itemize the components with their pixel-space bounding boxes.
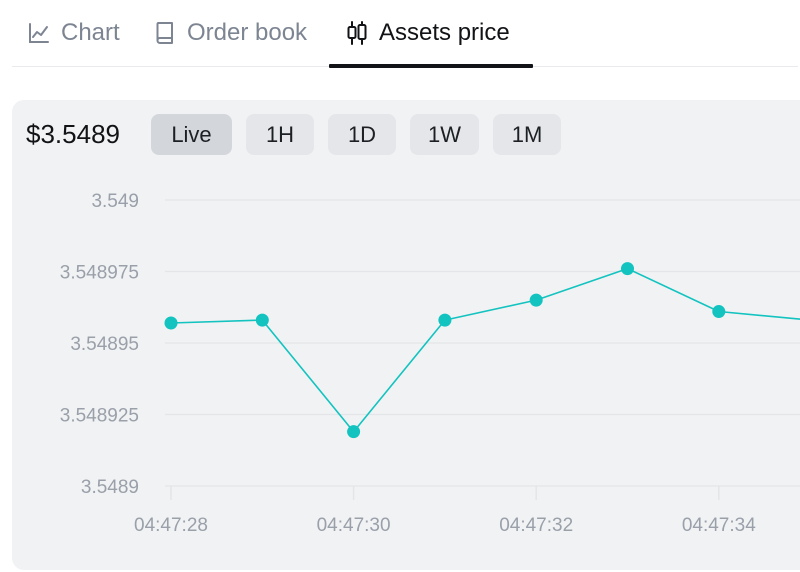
data-point[interactable] xyxy=(529,293,543,307)
tab-chart[interactable]: Chart xyxy=(27,0,139,66)
data-point[interactable] xyxy=(255,313,269,327)
range-1h-button[interactable]: 1H xyxy=(246,114,314,155)
current-price: $3.5489 xyxy=(26,119,120,149)
data-point[interactable] xyxy=(621,262,634,276)
tab-bar: Chart Order book Assets price xyxy=(12,0,798,68)
data-point[interactable] xyxy=(438,313,452,327)
y-tick-label: 3.5489 xyxy=(81,477,139,498)
range-1m-button[interactable]: 1M xyxy=(493,114,561,155)
tab-assets-price[interactable]: Assets price xyxy=(329,0,533,68)
tab-chart-label: Chart xyxy=(61,19,120,46)
tab-order-book[interactable]: Order book xyxy=(153,0,323,66)
series-line xyxy=(170,267,800,433)
line-chart-icon xyxy=(29,23,49,43)
range-1d-button[interactable]: 1D xyxy=(328,114,396,155)
data-point[interactable] xyxy=(164,316,178,330)
x-tick-label: 04:47:30 xyxy=(317,515,391,536)
y-tick-label: 3.54895 xyxy=(70,334,139,355)
x-tick-label: 04:47:32 xyxy=(499,515,573,536)
range-1w-button[interactable]: 1W xyxy=(410,114,479,155)
tab-order-book-label: Order book xyxy=(187,19,308,46)
x-tick-label: 04:47:34 xyxy=(682,515,756,536)
y-tick-label: 3.549 xyxy=(91,191,139,212)
range-live-button[interactable]: Live xyxy=(151,114,232,155)
data-point[interactable] xyxy=(712,305,726,319)
tab-assets-price-label: Assets price xyxy=(379,19,510,46)
x-tick-label: 04:47:28 xyxy=(134,515,208,536)
price-line-chart: 3.549 3.548975 3.54895 3.548925 3.5489 04:47:… xyxy=(60,191,800,536)
y-tick-label: 3.548975 xyxy=(60,263,139,284)
data-point[interactable] xyxy=(347,425,361,439)
y-tick-label: 3.548925 xyxy=(60,406,139,427)
price-chart-card: $3.5489 Live 1H 1D 1W 1M 3.549 3.548975 3.… xyxy=(12,100,800,570)
candlestick-icon xyxy=(347,21,367,45)
book-icon xyxy=(156,22,173,44)
